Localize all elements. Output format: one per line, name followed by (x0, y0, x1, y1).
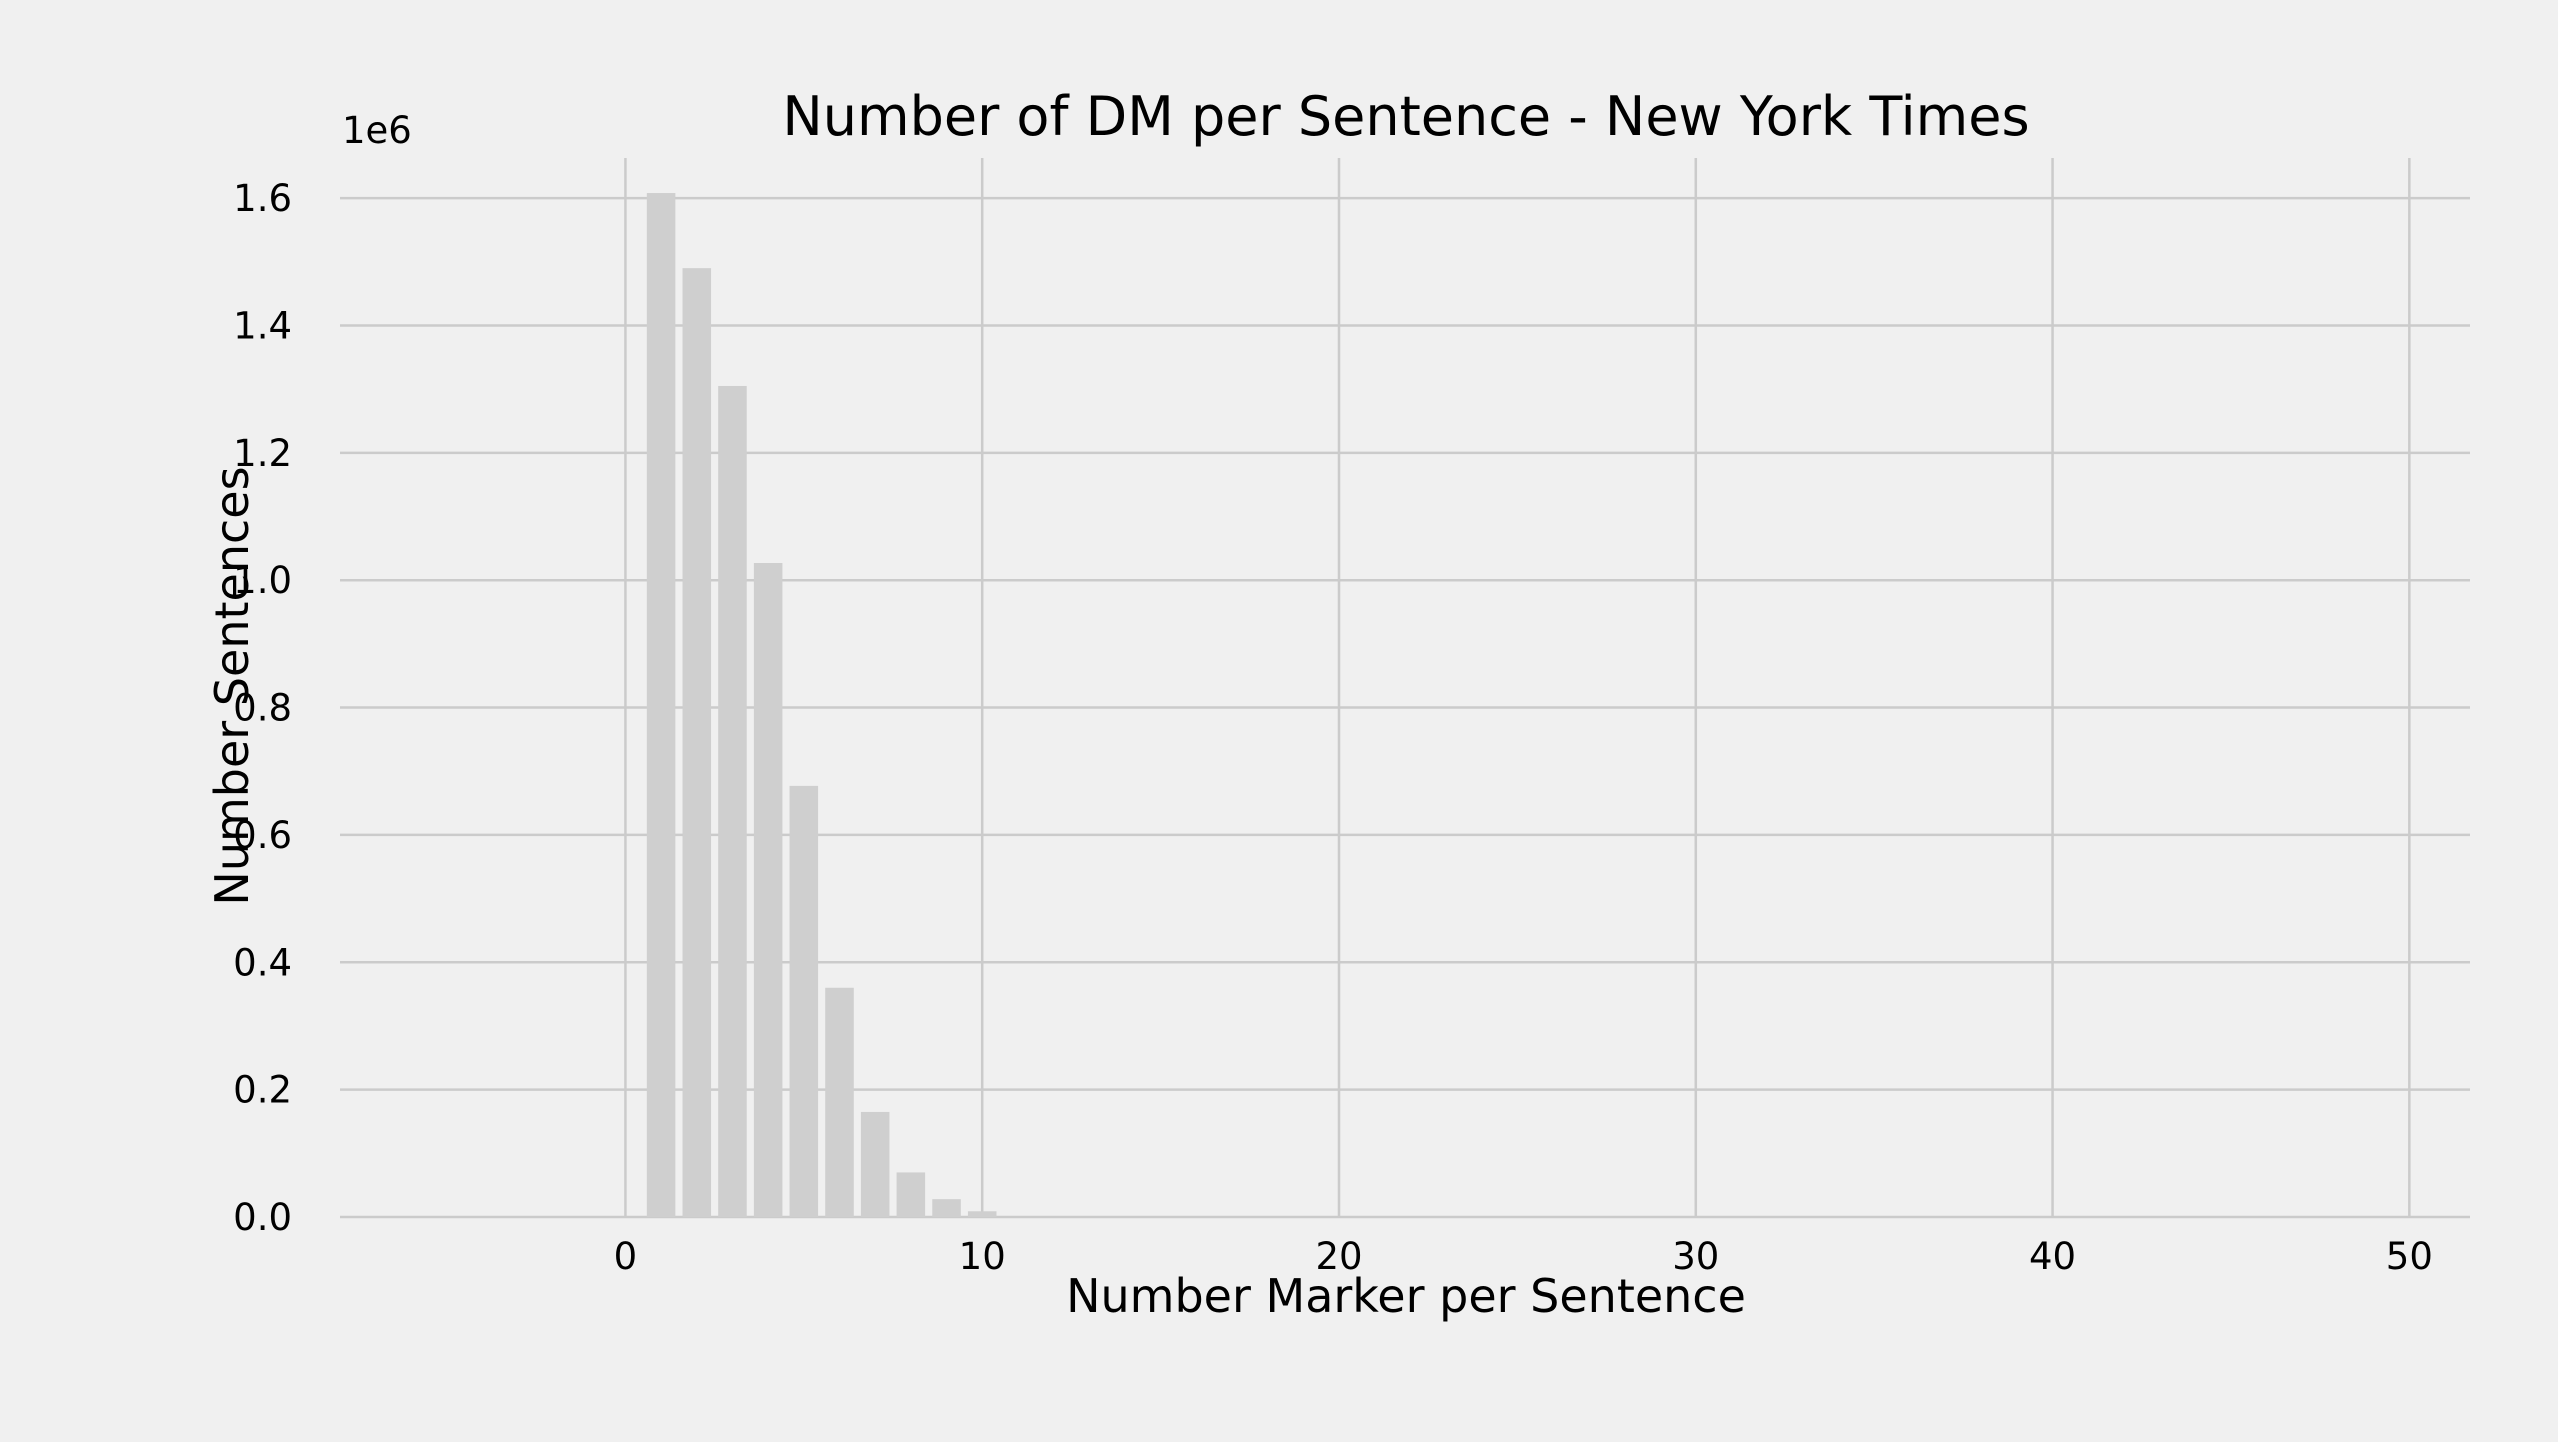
y-tick-label: 1.4 (233, 304, 292, 347)
bar (789, 785, 819, 1217)
y-axis-label: Number Sentences (205, 466, 259, 905)
y-axis-offset-label: 1e6 (342, 109, 412, 152)
x-tick-label: 40 (2029, 1235, 2076, 1278)
y-tick-label: 1.2 (233, 432, 292, 475)
x-tick-label: 0 (614, 1235, 638, 1278)
y-tick-label: 0.4 (233, 941, 292, 984)
y-tick-label: 1.6 (233, 177, 292, 220)
bar (896, 1172, 926, 1217)
chart-title: Number of DM per Sentence - New York Tim… (782, 85, 2029, 148)
bars (646, 193, 997, 1217)
bar (718, 385, 747, 1217)
x-tick-label: 10 (959, 1235, 1006, 1278)
bar (646, 193, 676, 1217)
bar (825, 987, 854, 1217)
bar (932, 1199, 961, 1217)
tick-labels: 0.0 0.2 0.4 0.6 0.8 1.0 1.2 1.4 1.6 0 10 20 30 40 50 (233, 177, 2433, 1278)
bar (753, 563, 783, 1217)
bar (860, 1111, 890, 1217)
y-tick-label: 0.0 (233, 1196, 292, 1239)
y-tick-label: 0.2 (233, 1069, 292, 1112)
bar (967, 1211, 997, 1217)
x-tick-label: 20 (1315, 1235, 1362, 1278)
y-tick-label: 0.8 (233, 687, 292, 730)
x-tick-label: 30 (1672, 1235, 1719, 1278)
y-tick-label: 0.6 (233, 814, 292, 857)
x-axis-label: Number Marker per Sentence (1066, 1269, 1746, 1323)
x-tick-label: 50 (2386, 1235, 2433, 1278)
bar (682, 268, 712, 1217)
y-tick-label: 1.0 (233, 559, 292, 602)
